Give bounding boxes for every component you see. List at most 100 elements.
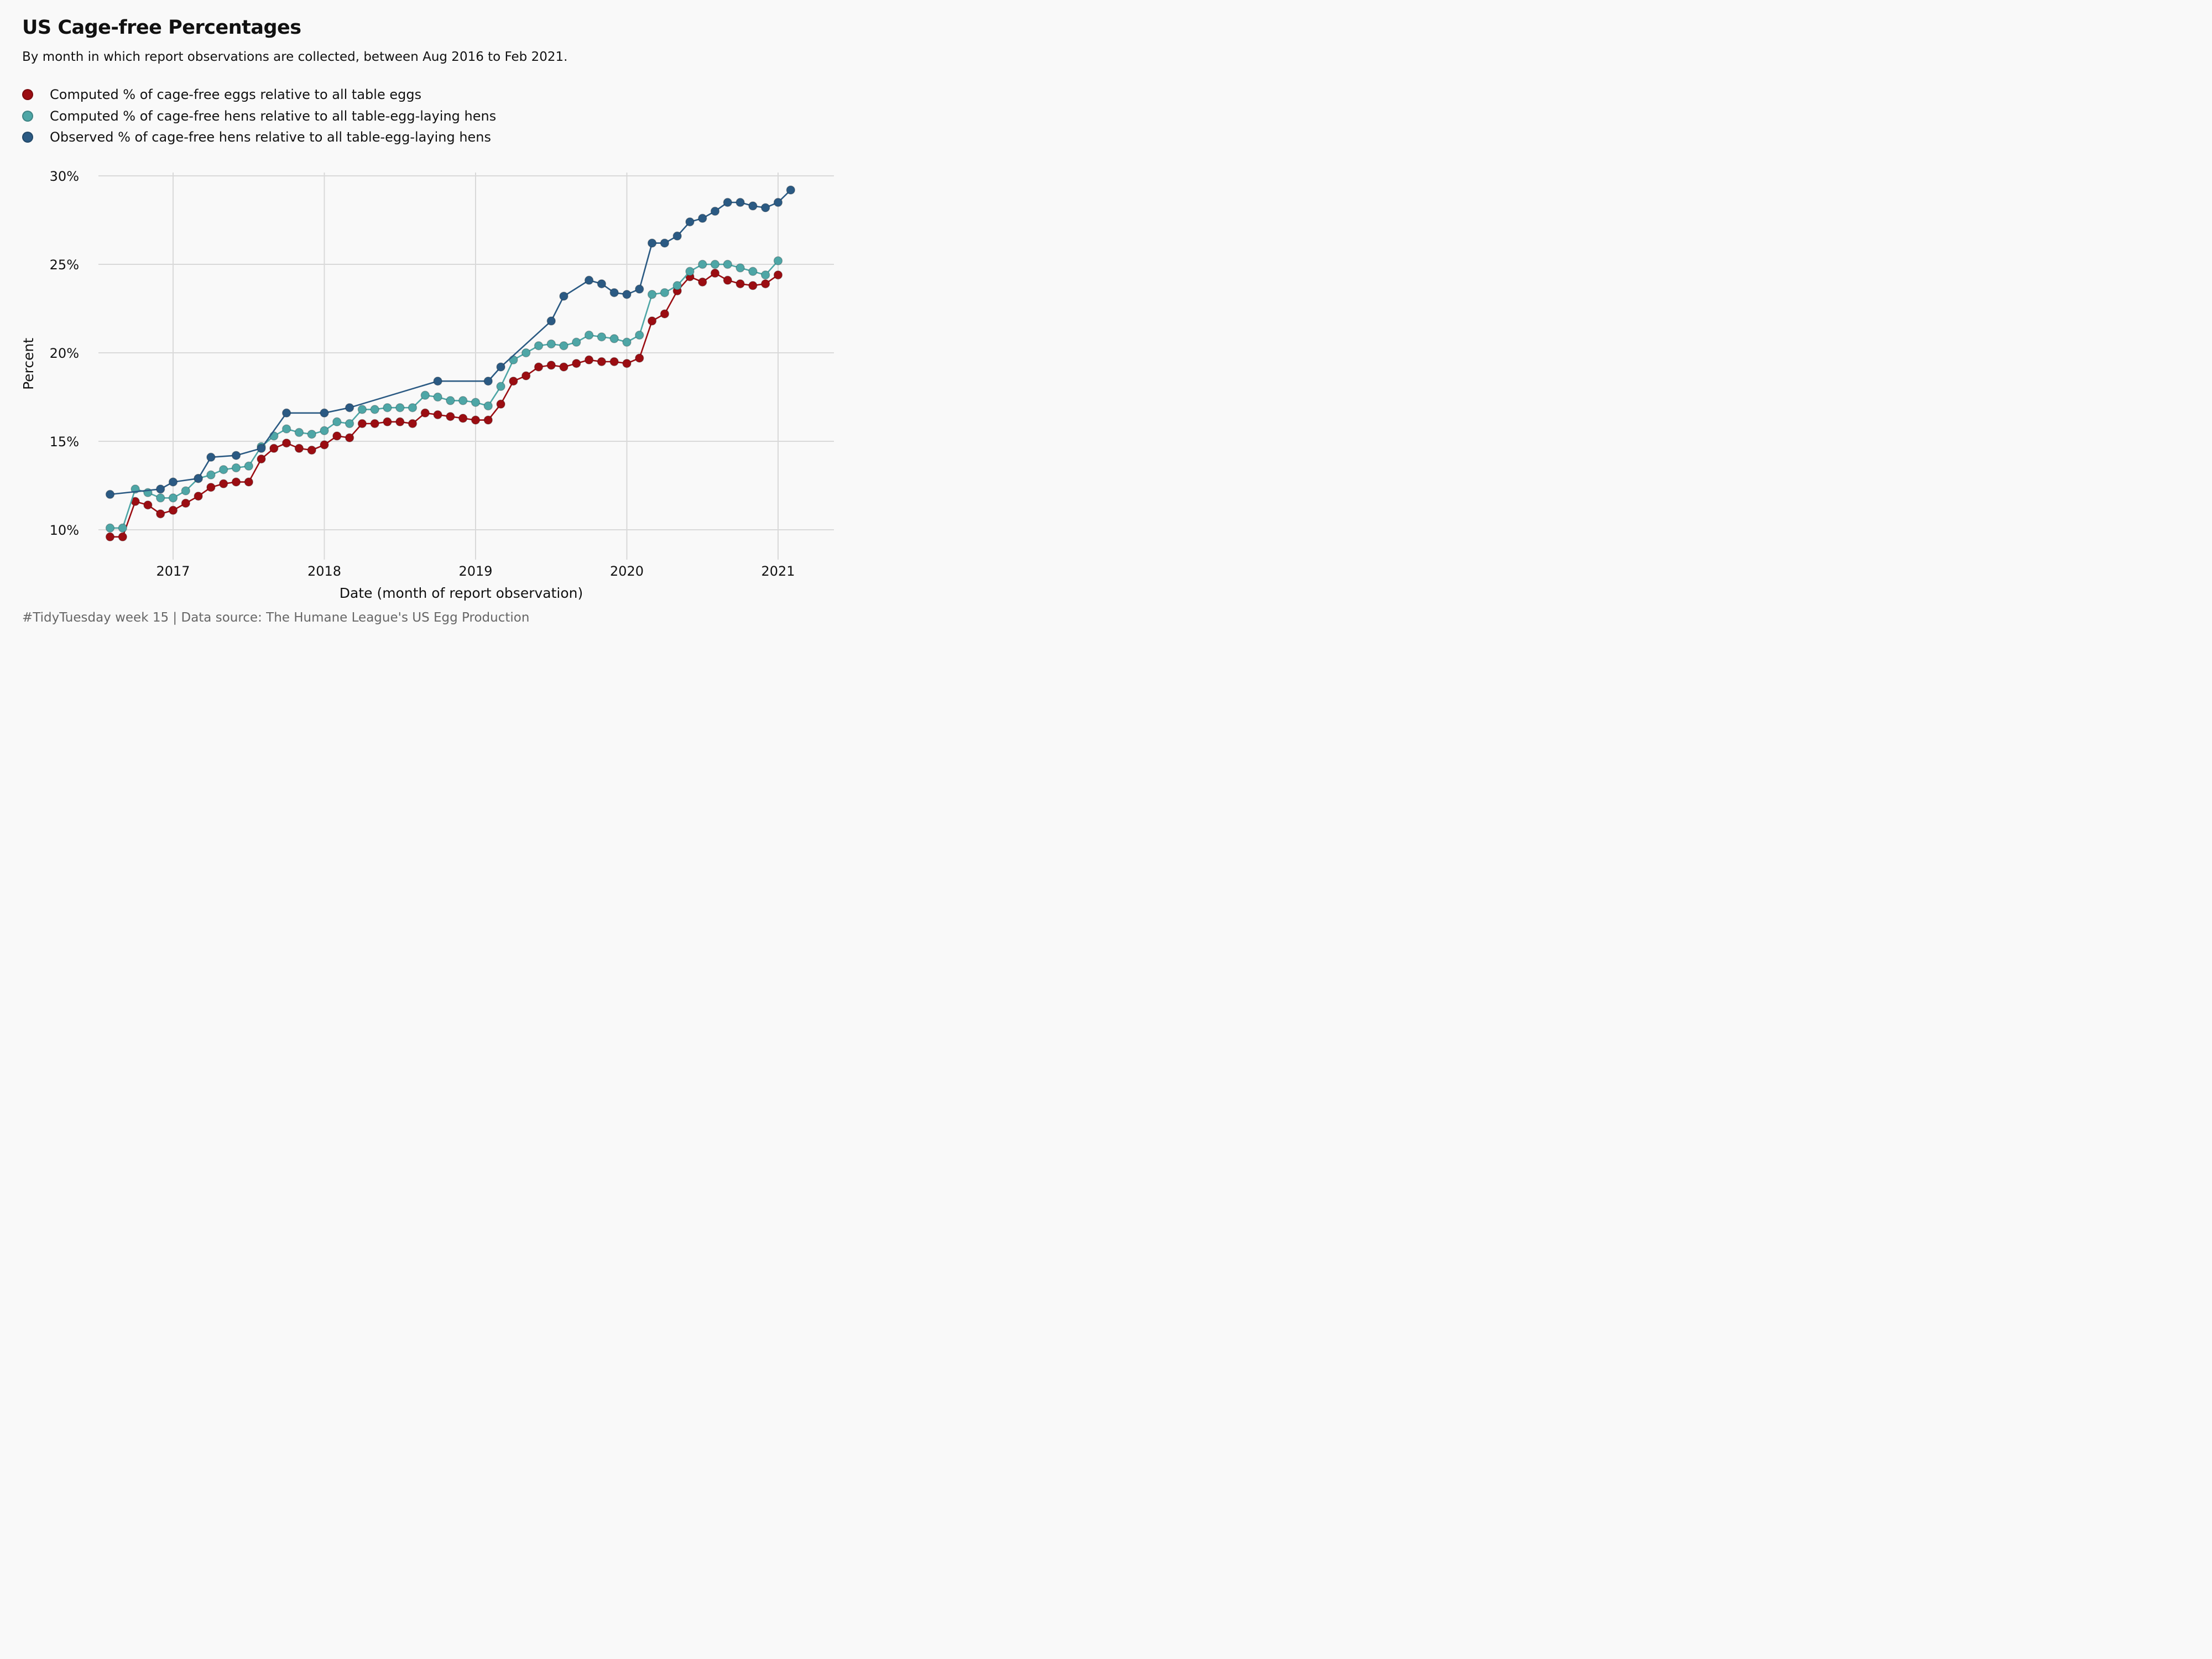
data-point-eggs <box>218 479 228 489</box>
data-point-eggs <box>760 279 770 289</box>
data-point-observed <box>622 290 632 299</box>
data-point-eggs <box>244 477 254 487</box>
data-point-eggs <box>168 505 178 515</box>
data-point-eggs <box>584 355 594 365</box>
data-point-eggs <box>231 477 241 487</box>
data-point-eggs <box>332 431 342 441</box>
data-point-hens <box>521 348 531 358</box>
data-point-hens <box>383 403 392 413</box>
legend-label-observed: Observed % of cage-free hens relative to… <box>50 129 492 145</box>
legend-item-observed: Observed % of cage-free hens relative to… <box>22 127 496 148</box>
data-point-observed <box>345 403 354 413</box>
legend-marker-eggs <box>22 89 33 101</box>
data-point-observed <box>105 489 115 499</box>
grid <box>98 173 834 560</box>
data-point-eggs <box>546 361 556 370</box>
data-point-eggs <box>307 445 316 455</box>
y-axis-label: Percent <box>20 338 36 390</box>
data-point-hens <box>281 424 291 434</box>
data-point-eggs <box>471 415 481 425</box>
data-point-eggs <box>143 500 153 510</box>
data-point-hens <box>735 263 745 273</box>
data-point-observed <box>635 284 644 294</box>
data-point-hens <box>433 392 442 402</box>
data-point-hens <box>660 288 670 298</box>
data-point-observed <box>685 217 695 227</box>
data-point-hens <box>218 465 228 474</box>
x-axis-label: Date (month of report observation) <box>340 585 583 601</box>
data-point-eggs <box>294 444 304 453</box>
data-point-observed <box>433 376 442 386</box>
data-point-eggs <box>572 358 581 368</box>
y-axis-ticks: 10% 15% 20% 25% 30% <box>50 169 79 538</box>
data-point-observed <box>647 238 657 248</box>
data-point-hens <box>572 337 581 347</box>
data-point-eggs <box>698 277 707 287</box>
data-point-hens <box>609 334 619 343</box>
data-point-eggs <box>597 357 607 367</box>
data-point-observed <box>231 451 241 460</box>
data-point-observed <box>559 291 568 301</box>
data-point-eggs <box>635 353 644 363</box>
legend: Computed % of cage-free eggs relative to… <box>22 84 496 148</box>
data-point-hens <box>320 426 329 436</box>
series-line-eggs <box>110 272 779 538</box>
x-tick-label: 2020 <box>610 564 644 579</box>
data-point-observed <box>168 477 178 487</box>
data-point-hens <box>294 427 304 437</box>
data-point-hens <box>370 405 379 414</box>
data-point-observed <box>281 408 291 418</box>
data-point-eggs <box>383 417 392 427</box>
data-point-hens <box>395 403 405 413</box>
data-point-hens <box>206 470 216 480</box>
data-point-hens <box>773 256 783 265</box>
data-point-hens <box>420 390 430 400</box>
data-point-eggs <box>395 417 405 427</box>
data-point-eggs <box>748 281 758 290</box>
data-point-hens <box>635 330 644 340</box>
data-point-eggs <box>257 454 266 464</box>
data-point-eggs <box>710 268 720 278</box>
y-tick-label: 25% <box>50 257 79 273</box>
data-point-hens <box>723 259 733 269</box>
series-hens <box>105 256 783 533</box>
data-point-hens <box>685 267 695 276</box>
data-point-observed <box>660 238 670 248</box>
caption: #TidyTuesday week 15 | Data source: The … <box>22 611 530 625</box>
data-point-eggs <box>622 358 632 368</box>
data-point-observed <box>672 231 682 241</box>
data-point-observed <box>496 362 505 372</box>
data-point-eggs <box>181 498 191 508</box>
data-point-eggs <box>320 440 329 450</box>
legend-item-hens: Computed % of cage-free hens relative to… <box>22 106 496 127</box>
data-point-hens <box>672 281 682 290</box>
legend-label-hens: Computed % of cage-free hens relative to… <box>50 108 497 124</box>
data-point-observed <box>735 197 745 207</box>
data-point-observed <box>773 197 783 207</box>
x-tick-label: 2017 <box>156 564 190 579</box>
data-point-hens <box>168 493 178 503</box>
data-point-hens <box>748 267 758 276</box>
series-group <box>105 185 796 542</box>
data-point-eggs <box>194 491 203 501</box>
data-point-hens <box>647 290 657 299</box>
data-point-eggs <box>118 532 128 542</box>
data-point-observed <box>748 201 758 211</box>
data-point-hens <box>509 355 518 365</box>
data-point-observed <box>609 288 619 298</box>
data-point-eggs <box>105 532 115 542</box>
data-point-eggs <box>496 399 505 409</box>
x-axis-ticks: 2017 2018 2019 2020 2021 <box>156 564 795 579</box>
data-point-eggs <box>206 482 216 492</box>
data-point-observed <box>483 376 493 386</box>
data-point-hens <box>534 341 544 351</box>
data-point-hens <box>118 523 128 533</box>
data-point-observed <box>584 275 594 285</box>
data-point-eggs <box>609 357 619 367</box>
chart-title: US Cage-free Percentages <box>22 17 301 39</box>
data-point-observed <box>257 444 266 453</box>
data-point-hens <box>698 259 707 269</box>
data-point-hens <box>597 332 607 342</box>
data-point-hens <box>244 461 254 471</box>
data-point-eggs <box>534 362 544 372</box>
